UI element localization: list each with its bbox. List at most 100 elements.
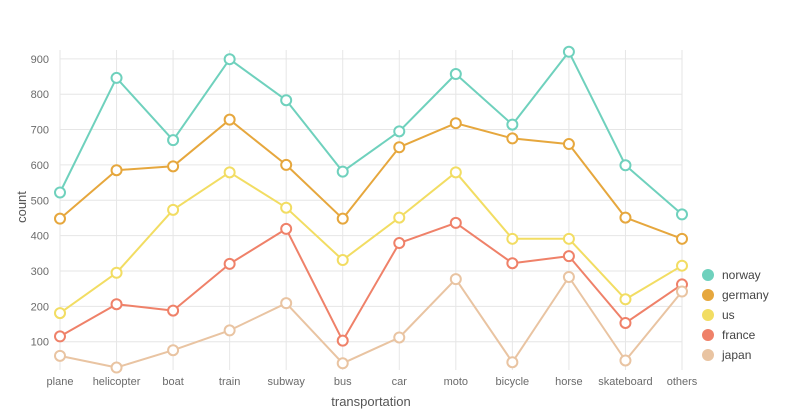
data-point[interactable] [562, 45, 575, 58]
data-point[interactable] [167, 304, 180, 317]
data-point[interactable] [167, 160, 180, 173]
data-point[interactable] [393, 211, 406, 224]
data-point[interactable] [619, 316, 632, 329]
y-axis-title: count [14, 191, 29, 223]
data-point[interactable] [393, 141, 406, 154]
data-point[interactable] [223, 53, 236, 66]
data-point[interactable] [223, 324, 236, 337]
data-point[interactable] [562, 250, 575, 263]
data-point[interactable] [54, 307, 66, 320]
data-point[interactable] [110, 164, 123, 177]
series-norway [54, 45, 688, 221]
data-point[interactable] [336, 254, 349, 267]
series-layer [54, 45, 688, 374]
x-tick-label: plane [47, 376, 74, 388]
x-tick-label: subway [268, 376, 306, 388]
data-point[interactable] [562, 271, 575, 284]
data-point[interactable] [676, 285, 688, 298]
data-point[interactable] [449, 166, 462, 179]
y-tick-label: 800 [31, 89, 49, 101]
data-point[interactable] [336, 334, 349, 347]
legend-swatch [702, 349, 714, 361]
data-point[interactable] [280, 158, 293, 171]
series-line [59, 221, 683, 342]
data-point[interactable] [54, 212, 66, 225]
data-point[interactable] [280, 94, 293, 107]
data-point[interactable] [280, 222, 293, 235]
data-point[interactable] [110, 71, 123, 84]
data-point[interactable] [393, 125, 406, 138]
data-point[interactable] [223, 166, 236, 179]
data-point[interactable] [393, 237, 406, 250]
x-tick-label: horse [555, 376, 583, 388]
data-point[interactable] [562, 232, 575, 245]
data-point[interactable] [167, 134, 180, 147]
legend-item-germany[interactable]: germany [702, 288, 769, 302]
data-point[interactable] [110, 266, 123, 279]
data-point[interactable] [506, 356, 519, 369]
data-point[interactable] [167, 344, 180, 357]
x-tick-label: bicycle [496, 376, 530, 388]
data-point[interactable] [336, 165, 349, 178]
data-point[interactable] [562, 138, 575, 151]
data-point[interactable] [280, 201, 293, 214]
data-point[interactable] [223, 113, 236, 126]
data-point[interactable] [676, 208, 688, 221]
series-line [59, 171, 683, 314]
series-france [54, 216, 688, 347]
legend-label: germany [722, 288, 769, 302]
legend-swatch [702, 309, 714, 321]
legend-label: us [722, 308, 735, 322]
x-tick-label: others [667, 376, 698, 388]
y-tick-label: 100 [31, 337, 49, 349]
data-point[interactable] [167, 203, 180, 216]
data-point[interactable] [506, 132, 519, 145]
x-tick-label: bus [334, 376, 352, 388]
data-point[interactable] [449, 117, 462, 130]
data-point[interactable] [54, 330, 66, 343]
data-point[interactable] [619, 354, 632, 367]
y-tick-label: 400 [31, 231, 49, 243]
data-point[interactable] [506, 118, 519, 131]
x-tick-labels: plane helicopter boat train subway bus car moto… [47, 376, 698, 388]
data-point[interactable] [619, 211, 632, 224]
data-point[interactable] [393, 331, 406, 344]
data-point[interactable] [619, 159, 632, 172]
data-point[interactable] [54, 186, 66, 199]
data-point[interactable] [449, 273, 462, 286]
data-point[interactable] [506, 232, 519, 245]
legend-swatch [702, 269, 714, 281]
x-tick-label: boat [162, 376, 183, 388]
data-point[interactable] [336, 357, 349, 370]
data-point[interactable] [506, 257, 519, 270]
legend-swatch [702, 289, 714, 301]
data-point[interactable] [336, 212, 349, 225]
y-tick-label: 600 [31, 160, 49, 172]
data-point[interactable] [449, 68, 462, 81]
series-us [54, 166, 688, 320]
legend-item-us[interactable]: us [702, 308, 735, 322]
legend-item-japan[interactable]: japan [702, 348, 751, 362]
data-point[interactable] [676, 232, 688, 245]
data-point[interactable] [619, 293, 632, 306]
data-point[interactable] [676, 259, 688, 272]
series-germany [54, 113, 688, 245]
data-point[interactable] [54, 349, 66, 362]
data-point[interactable] [110, 298, 123, 311]
y-tick-label: 200 [31, 301, 49, 313]
y-tick-label: 700 [31, 125, 49, 137]
legend-item-norway[interactable]: norway [702, 268, 761, 282]
legend: norway germany us france japan [702, 268, 769, 362]
data-point[interactable] [223, 257, 236, 270]
data-point[interactable] [110, 361, 123, 374]
legend-label: japan [721, 348, 751, 362]
legend-label: france [722, 328, 756, 342]
series-japan [54, 271, 688, 374]
data-point[interactable] [449, 216, 462, 229]
y-tick-label: 900 [31, 54, 49, 66]
legend-item-france[interactable]: france [702, 328, 756, 342]
legend-swatch [702, 329, 714, 341]
data-point[interactable] [280, 297, 293, 310]
